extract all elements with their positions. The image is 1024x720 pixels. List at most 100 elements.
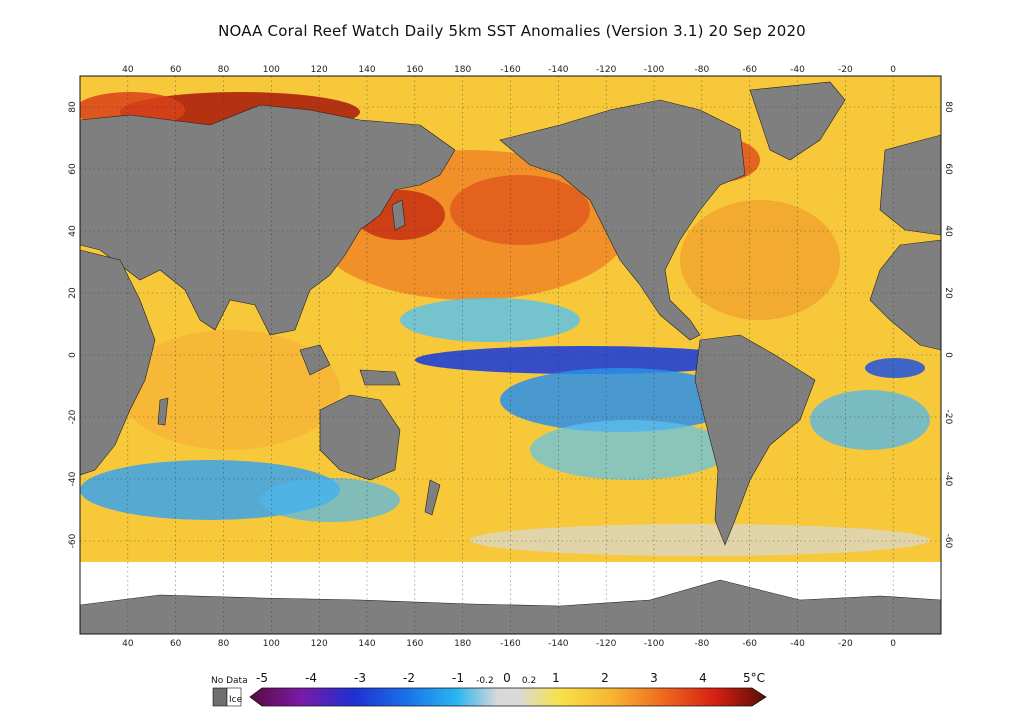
bottom-lon-tick-label: 80 — [218, 639, 230, 649]
anomaly-central-pacific-cool — [400, 298, 580, 342]
colorbar: No Data Ice -5 -4 -3 -2 -1 -0.2 0 0.2 1 2 3 4 5°C — [211, 671, 767, 707]
top-lon-tick-label: 180 — [454, 65, 471, 75]
land-australia — [319, 394, 401, 481]
map-frame — [79, 75, 942, 635]
bottom-lon-tick-label: 160 — [406, 639, 423, 649]
colorbar-tick-label: 0.2 — [522, 676, 536, 686]
anomaly-se-pacific-cool — [530, 420, 730, 480]
anomaly-indian-warm — [120, 330, 340, 450]
top-lon-tick-label: 80 — [218, 65, 230, 75]
anomaly-south-atlantic-cool — [810, 390, 930, 450]
colorbar-tick-label: -3 — [354, 671, 366, 685]
left-lat-tick-label: 0 — [68, 352, 78, 358]
land-africa — [80, 249, 156, 476]
top-lon-tick-label: -80 — [694, 65, 709, 75]
top-lon-tick-label: -160 — [500, 65, 521, 75]
left-lat-tick-label: 20 — [68, 287, 78, 299]
land-eurasia — [80, 104, 456, 336]
anomaly-north-pacific-hot — [450, 175, 590, 245]
colorbar-tick-label: 4 — [699, 671, 707, 685]
bottom-lon-tick-label: 120 — [311, 639, 328, 649]
land-borneo — [299, 344, 331, 376]
colorbar-tick-label: 0 — [503, 671, 511, 685]
bottom-lon-tick-label: 100 — [263, 639, 280, 649]
bottom-lon-tick-label: -60 — [742, 639, 757, 649]
top-lon-tick-label: 0 — [890, 65, 896, 75]
anomaly-gulf-guinea-cool — [865, 358, 925, 378]
bottom-lon-tick-label: 180 — [454, 639, 471, 649]
bottom-lon-tick-label: -100 — [644, 639, 665, 649]
colorbar-ramp — [249, 687, 767, 707]
top-lon-tick-label: -40 — [790, 65, 805, 75]
no-data-swatch — [212, 687, 228, 707]
left-lat-tick-label: 60 — [68, 163, 78, 175]
top-lon-tick-label: 140 — [358, 65, 375, 75]
top-lon-tick-label: 60 — [170, 65, 182, 75]
bottom-lon-tick-label: 40 — [122, 639, 134, 649]
anomaly-atlantic-warm — [680, 200, 840, 320]
left-lat-tick-label: -20 — [68, 409, 78, 424]
graticule — [80, 76, 941, 634]
left-lat-tick-label: 80 — [68, 101, 78, 113]
top-lon-tick-label: -140 — [548, 65, 569, 75]
bottom-lon-tick-label: -120 — [596, 639, 617, 649]
land-japan — [391, 199, 406, 231]
colorbar-tick-label: -5 — [256, 671, 268, 685]
colorbar-tick-label: -0.2 — [476, 676, 494, 686]
colorbar-tick-label: 3 — [650, 671, 658, 685]
bottom-longitude-ticks: 40 60 80 100 120 140 160 180 -160 -140 -120 -100 -80… — [122, 639, 896, 649]
anomaly-south-indian-cool — [260, 478, 400, 522]
top-lon-tick-label: -120 — [596, 65, 617, 75]
top-lon-tick-label: -20 — [838, 65, 853, 75]
land-new-guinea — [359, 369, 401, 386]
colorbar-tick-label: -1 — [452, 671, 464, 685]
ice-label: Ice — [229, 695, 243, 705]
right-lat-tick-label: 80 — [943, 101, 953, 113]
no-data-label: No Data — [211, 676, 248, 686]
right-lat-tick-label: 40 — [943, 225, 953, 237]
right-lat-tick-label: 20 — [943, 287, 953, 299]
right-lat-tick-label: -40 — [943, 472, 953, 487]
top-lon-tick-label: 100 — [263, 65, 280, 75]
colorbar-tick-label: 5°C — [743, 671, 765, 685]
colorbar-tick-label: 1 — [552, 671, 560, 685]
colorbar-tick-label: 2 — [601, 671, 609, 685]
anomaly-field — [80, 76, 941, 634]
land-africa-west — [869, 239, 941, 351]
right-lat-tick-label: 60 — [943, 163, 953, 175]
bottom-lon-tick-label: -80 — [694, 639, 709, 649]
land-south-america — [694, 334, 816, 546]
bottom-lon-tick-label: -20 — [838, 639, 853, 649]
left-lat-tick-label: -40 — [68, 471, 78, 486]
colorbar-tick-label: -2 — [403, 671, 415, 685]
land-north-america — [499, 99, 746, 341]
anomaly-east-pacific-cool — [500, 368, 740, 432]
right-latitude-ticks: 80 60 40 20 0 -20 -40 -60 — [943, 101, 953, 548]
top-longitude-ticks: 40 60 80 100 120 140 160 180 -160 -140 -120 -100 -80… — [122, 65, 896, 75]
bottom-lon-tick-label: 60 — [170, 639, 182, 649]
bottom-lon-tick-label: -40 — [790, 639, 805, 649]
left-lat-tick-label: -60 — [68, 533, 78, 548]
bottom-lon-tick-label: 140 — [358, 639, 375, 649]
top-lon-tick-label: 160 — [406, 65, 423, 75]
bottom-lon-tick-label: 0 — [890, 639, 896, 649]
left-lat-tick-label: 40 — [68, 225, 78, 237]
right-lat-tick-label: -20 — [943, 410, 953, 425]
bottom-lon-tick-label: -160 — [500, 639, 521, 649]
top-lon-tick-label: -60 — [742, 65, 757, 75]
anomaly-nino-cool — [415, 346, 755, 374]
land-madagascar — [157, 397, 169, 426]
colorbar-labels: -5 -4 -3 -2 -1 -0.2 0 0.2 1 2 3 4 5°C — [256, 671, 765, 686]
right-lat-tick-label: 0 — [943, 352, 953, 358]
bottom-lon-tick-label: -140 — [548, 639, 569, 649]
top-lon-tick-label: 40 — [122, 65, 134, 75]
left-latitude-ticks: 80 60 40 20 0 -20 -40 -60 — [68, 101, 78, 548]
top-lon-tick-label: -100 — [644, 65, 665, 75]
land-new-zealand — [424, 479, 441, 516]
top-lon-tick-label: 120 — [311, 65, 328, 75]
right-lat-tick-label: -60 — [943, 534, 953, 549]
anomaly-near-zero-band — [470, 524, 930, 556]
map-title: NOAA Coral Reef Watch Daily 5km SST Anom… — [218, 22, 806, 40]
land-europe — [879, 134, 941, 236]
